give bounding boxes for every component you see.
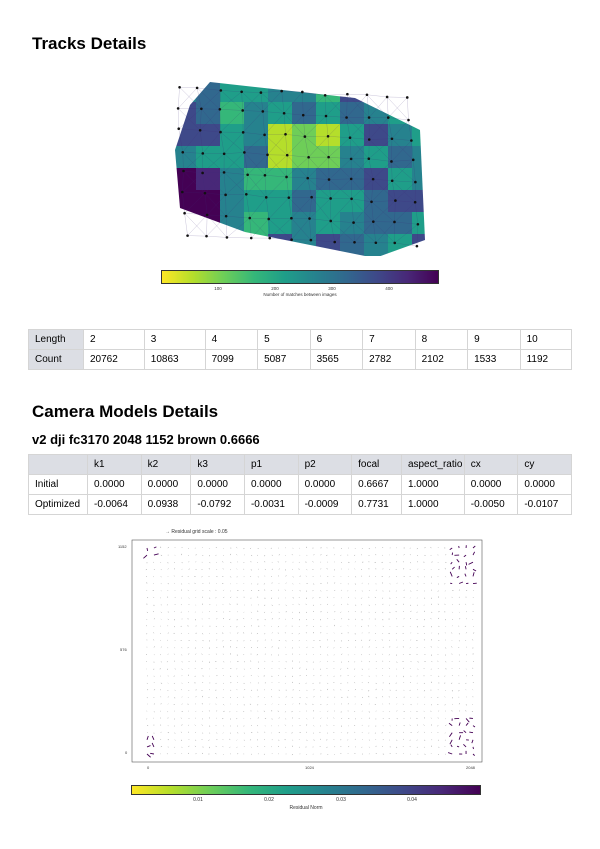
residual-legend: → Residual grid scale : 0.05 [165, 529, 228, 535]
row-header-count: Count [28, 349, 84, 370]
y-tick-label: 1152 [118, 544, 127, 549]
column-header: k2 [140, 454, 192, 475]
table-cell: -0.0031 [243, 494, 299, 515]
length-cell: 3 [143, 329, 206, 350]
residual-cbar-label: Residual Norm [289, 805, 323, 811]
legend-text: Residual grid scale : 0.05 [171, 529, 228, 535]
table-row: Optimized -0.0064 0.0938 -0.0792 -0.0031… [28, 494, 572, 515]
tracks-cbar-label: Number of matches between images [263, 292, 337, 297]
table-cell: -0.0792 [190, 494, 245, 515]
table-row: Count 20762 10863 7099 5087 3565 2782 21… [28, 349, 573, 370]
count-cell: 1192 [519, 349, 573, 370]
table-cell: 0.0000 [297, 474, 353, 495]
length-cell: 9 [467, 329, 521, 350]
table-cell: 0.6667 [351, 474, 402, 495]
count-cell: 1533 [467, 349, 521, 370]
table-row: Initial 0.0000 0.0000 0.0000 0.0000 0.00… [28, 474, 572, 495]
column-header: focal [351, 454, 402, 475]
table-cell: 0.0000 [517, 474, 572, 495]
count-cell: 2782 [362, 349, 416, 370]
tracks-title: Tracks Details [32, 34, 147, 53]
row-label: Optimized [28, 494, 88, 515]
table-cell: -0.0107 [517, 494, 572, 515]
residual-cbar-tick: 0.03 [336, 797, 346, 803]
row-header-length: Length [28, 329, 84, 350]
length-cell: 5 [257, 329, 311, 350]
count-cell: 5087 [257, 349, 311, 370]
x-tick-label: 2048 [466, 765, 475, 770]
camera-model-name: v2 dji fc3170 2048 1152 brown 0.6666 [32, 432, 260, 447]
tracks-cbar-tick: 100 [214, 286, 222, 291]
residual-colorbar: 0.01 0.02 0.03 0.04 Residual Norm [131, 785, 481, 811]
camera-models-title: Camera Models Details [32, 402, 219, 421]
camera-table: k1 k2 k3 p1 p2 focal aspect_ratio cx cy … [28, 454, 572, 515]
residual-dots [143, 545, 477, 758]
length-cell: 7 [362, 329, 416, 350]
column-header: k1 [87, 454, 142, 475]
table-cell: 1.0000 [400, 474, 465, 495]
table-cell: -0.0064 [87, 494, 142, 515]
table-cell: 0.0000 [190, 474, 245, 495]
length-cell: 4 [204, 329, 259, 350]
table-cell: 1.0000 [400, 494, 465, 515]
x-tick-label: 0 [147, 765, 150, 770]
table-cell: 0.0000 [243, 474, 299, 495]
table-header-row: k1 k2 k3 p1 p2 focal aspect_ratio cx cy [28, 454, 572, 475]
column-header: p1 [243, 454, 299, 475]
y-tick-label: 576 [120, 647, 127, 652]
table-cell: 0.0938 [140, 494, 192, 515]
count-cell: 7099 [204, 349, 259, 370]
table-cell: -0.0050 [463, 494, 519, 515]
column-header: aspect_ratio [400, 454, 465, 475]
tracks-nodes [176, 85, 420, 248]
count-cell: 2102 [414, 349, 469, 370]
y-tick-label: 0 [125, 750, 128, 755]
column-header: k3 [190, 454, 245, 475]
column-header [28, 454, 88, 475]
tracks-cbar-tick: 200 [271, 286, 279, 291]
count-cell: 3565 [309, 349, 364, 370]
length-cell: 8 [414, 329, 469, 350]
length-cell: 10 [519, 329, 573, 350]
row-label: Initial [28, 474, 88, 495]
residual-cbar-tick: 0.01 [193, 797, 203, 803]
table-cell: 0.0000 [140, 474, 192, 495]
tracks-cbar-tick: 400 [385, 286, 393, 291]
tracks-colorbar: 100 200 300 400 Number of matches betwee… [161, 270, 439, 297]
count-cell: 20762 [83, 349, 145, 370]
x-tick-label: 1024 [305, 765, 314, 770]
table-cell: -0.0009 [297, 494, 353, 515]
residual-plot [131, 539, 483, 763]
length-cell: 2 [83, 329, 145, 350]
length-cell: 6 [309, 329, 364, 350]
table-cell: 0.7731 [351, 494, 402, 515]
tracks-graph [175, 82, 425, 256]
tracks-lines [177, 87, 419, 247]
column-header: cy [517, 454, 572, 475]
residual-figure: → Residual grid scale : 0.05 1152 576 0 … [110, 528, 490, 818]
table-row: Length 2 3 4 5 6 7 8 9 10 [28, 329, 573, 350]
table-cell: 0.0000 [463, 474, 519, 495]
legend-arrow-icon: → [165, 529, 170, 535]
residual-cbar-tick: 0.02 [264, 797, 274, 803]
column-header: p2 [297, 454, 353, 475]
count-cell: 10863 [143, 349, 206, 370]
tracks-cbar-tick: 300 [328, 286, 336, 291]
table-cell: 0.0000 [87, 474, 142, 495]
tracks-table: Length 2 3 4 5 6 7 8 9 10 Count 20762 10… [28, 329, 573, 370]
residual-cbar-tick: 0.04 [407, 797, 417, 803]
tracks-cells [175, 82, 425, 256]
column-header: cx [463, 454, 519, 475]
